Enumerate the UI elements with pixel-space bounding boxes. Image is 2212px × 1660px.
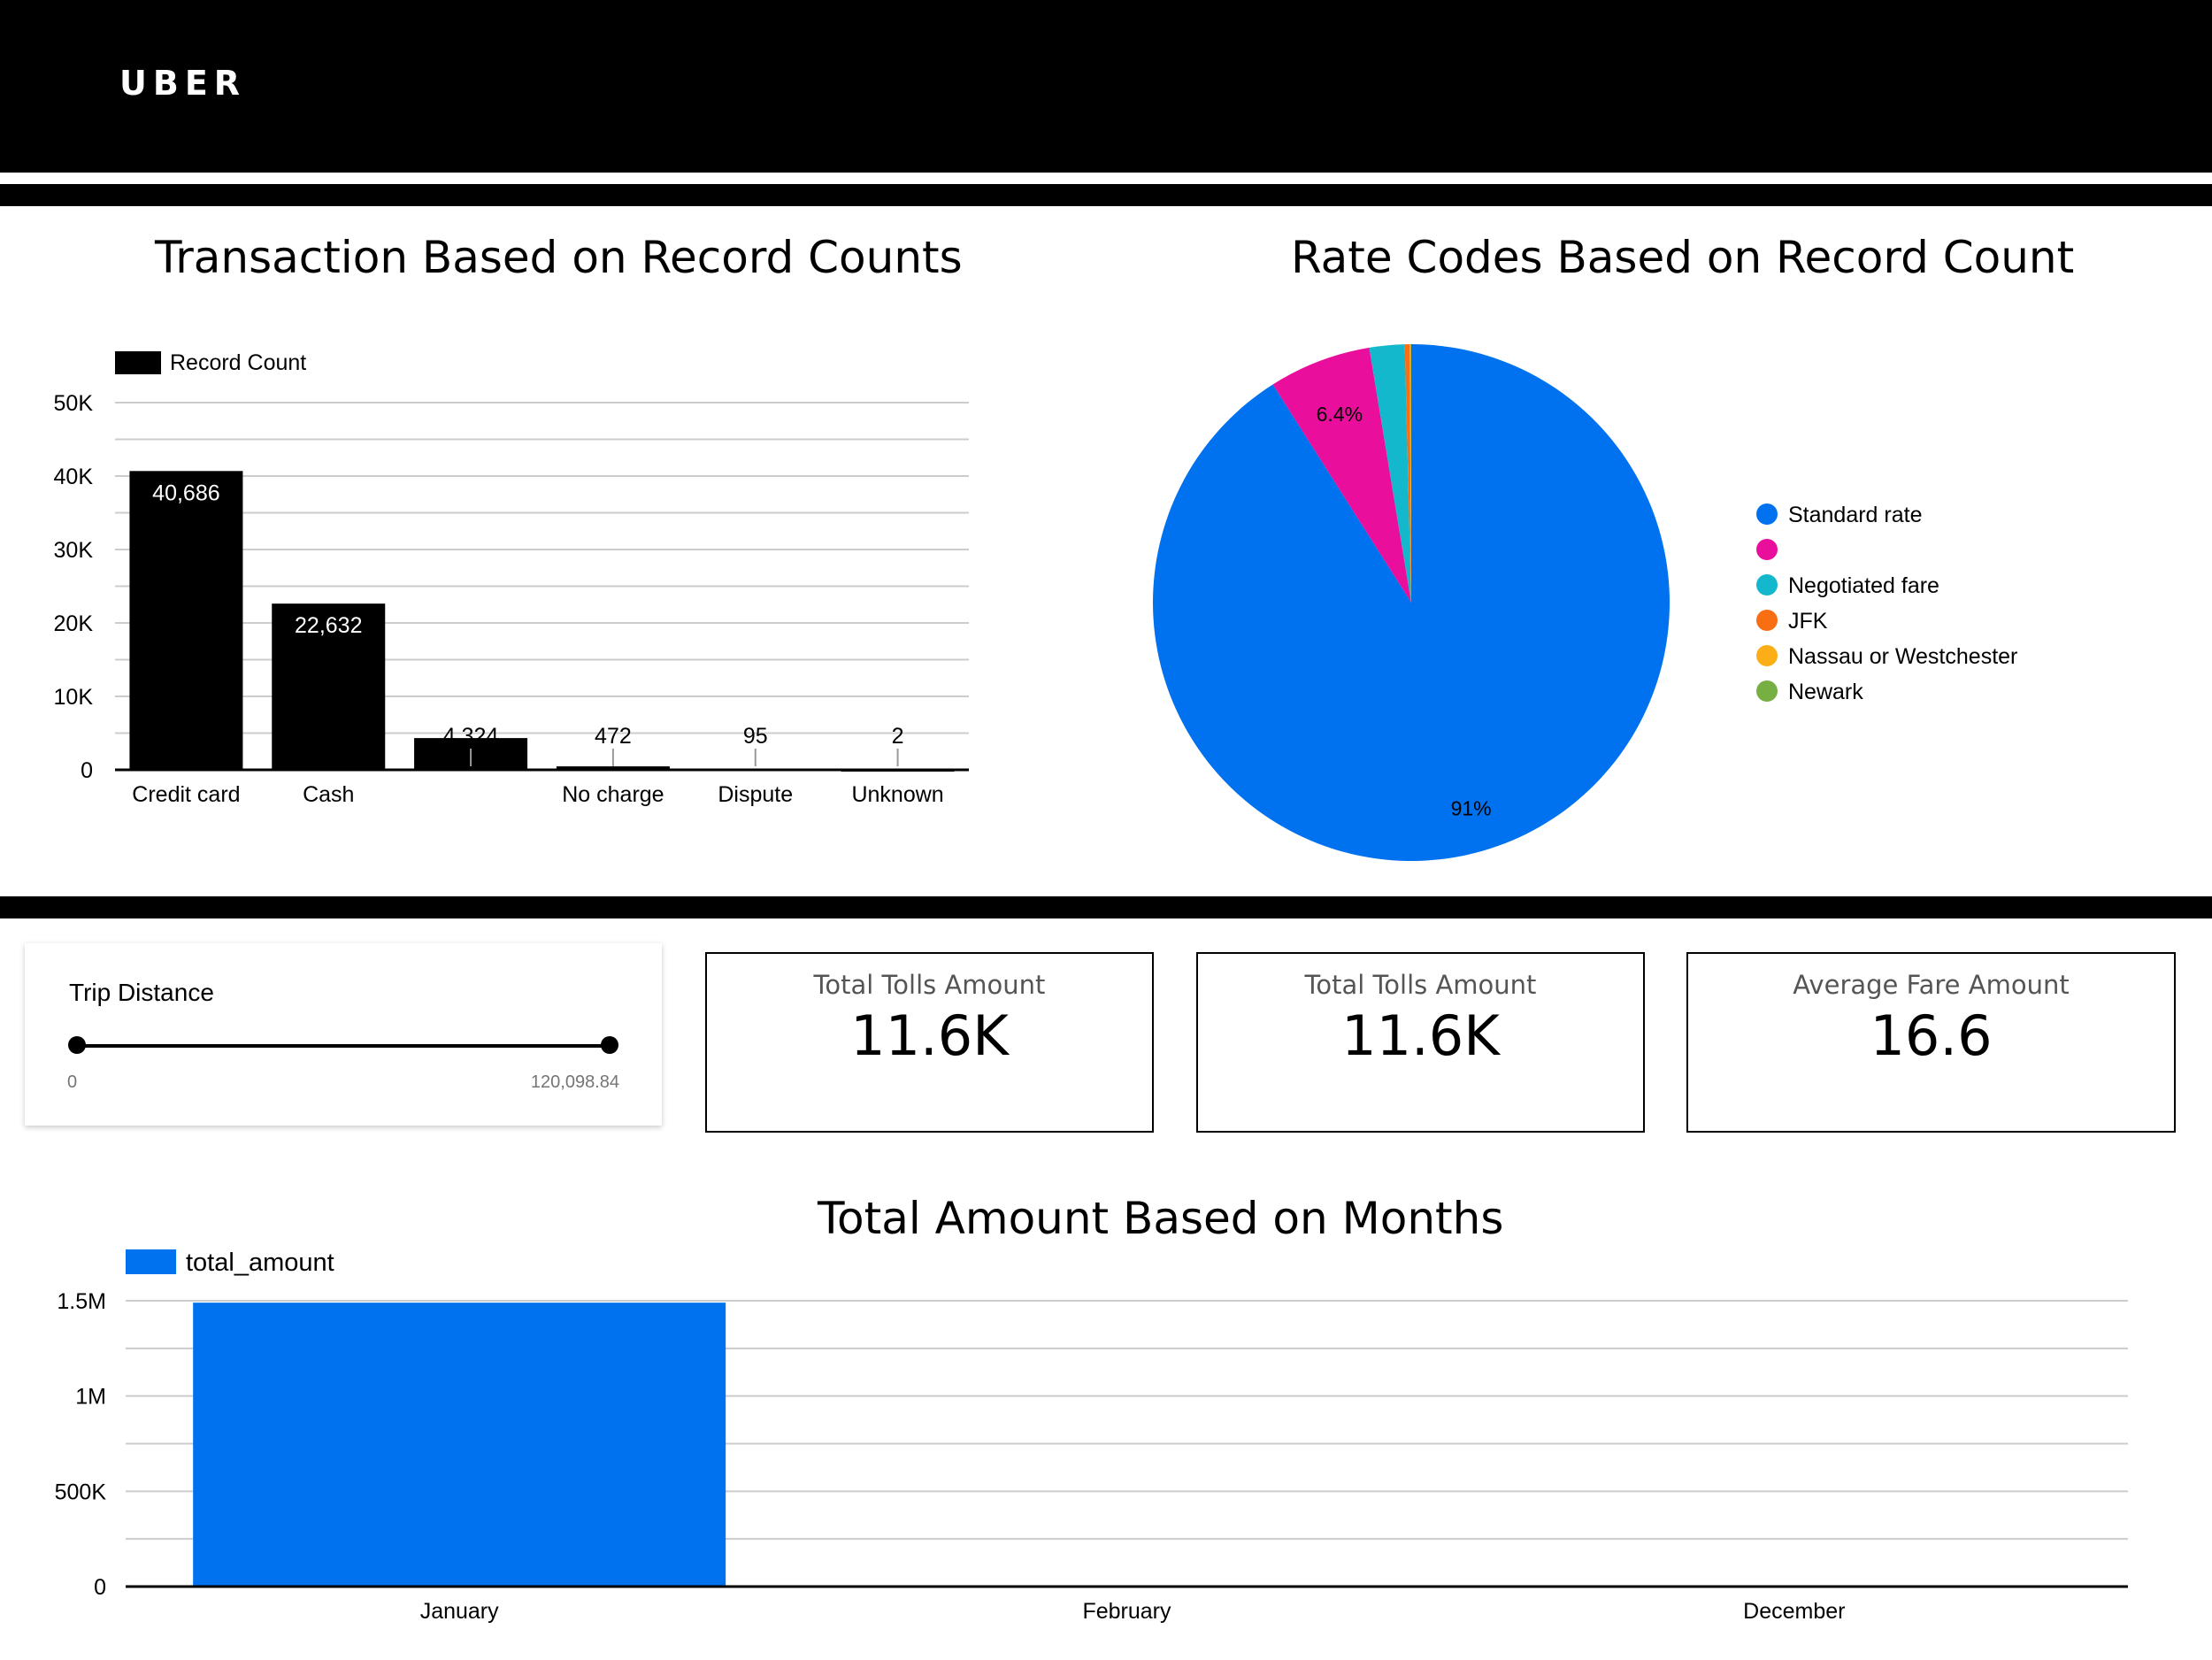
pie-slice bbox=[1404, 344, 1411, 603]
divider-band-middle bbox=[0, 896, 2212, 918]
pie-slice bbox=[1272, 347, 1411, 603]
y-tick-label: 0 bbox=[81, 758, 93, 783]
y-tick-label: 10K bbox=[54, 685, 94, 710]
transaction-chart-title: Transaction Based on Record Counts bbox=[155, 232, 963, 283]
trip-distance-label: Trip Distance bbox=[69, 979, 214, 1006]
y-tick-label: 1.5M bbox=[57, 1289, 106, 1314]
legend-swatch bbox=[126, 1249, 176, 1274]
x-tick-label: Unknown bbox=[851, 782, 943, 807]
legend-label: Standard rate bbox=[1788, 503, 1923, 527]
bar bbox=[556, 766, 670, 770]
x-tick-label: December bbox=[1743, 1599, 1845, 1624]
legend-swatch bbox=[1756, 680, 1778, 702]
pie-slice-label: 6.4% bbox=[1317, 403, 1363, 426]
y-tick-label: 1M bbox=[75, 1385, 106, 1410]
bar bbox=[193, 1303, 726, 1587]
x-tick-label: February bbox=[1082, 1599, 1171, 1624]
y-tick-label: 500K bbox=[55, 1479, 107, 1504]
y-tick-label: 30K bbox=[54, 538, 94, 563]
trip-distance-filter: Trip Distance 0 120,098.84 bbox=[25, 943, 662, 1126]
kpi-card-average-fare: Average Fare Amount 16.6 bbox=[1686, 952, 2176, 1133]
legend-swatch bbox=[1756, 503, 1778, 525]
kpi-label: Total Tolls Amount bbox=[1304, 970, 1537, 1000]
bar-value-label: 95 bbox=[743, 724, 768, 749]
legend-label: Record Count bbox=[170, 350, 306, 375]
bar-value-label: 40,686 bbox=[152, 480, 219, 505]
rate-codes-chart-title: Rate Codes Based on Record Count bbox=[1291, 232, 2075, 283]
kpi-value: 11.6K bbox=[850, 1003, 1009, 1068]
trip-distance-max-value: 120,098.84 bbox=[530, 1072, 619, 1092]
bar-value-label: 22,632 bbox=[295, 613, 362, 638]
legend-swatch bbox=[115, 351, 161, 374]
legend-swatch bbox=[1756, 645, 1778, 666]
y-tick-label: 40K bbox=[54, 465, 94, 489]
y-tick-label: 50K bbox=[54, 391, 94, 416]
legend-swatch bbox=[1756, 539, 1778, 560]
kpi-card-total-tolls-2: Total Tolls Amount 11.6K bbox=[1196, 952, 1645, 1133]
pie-slice-label: 91% bbox=[1451, 797, 1492, 820]
x-tick-label: Credit card bbox=[132, 782, 240, 807]
transaction-bar-chart: 0 10K 20K 30K 40K 50K Record Count 40,686 Credit… bbox=[54, 350, 969, 807]
legend-swatch bbox=[1756, 610, 1778, 631]
bar-value-label: 2 bbox=[892, 724, 904, 749]
legend-label: total_amount bbox=[186, 1249, 334, 1277]
x-tick-label: Dispute bbox=[718, 782, 793, 807]
x-tick-label: No charge bbox=[562, 782, 664, 807]
monthly-amount-bar-chart: 0 500K 1M 1.5M total_amount January February De… bbox=[55, 1249, 2128, 1624]
kpi-value: 11.6K bbox=[1341, 1003, 1500, 1068]
x-tick-label: January bbox=[420, 1599, 499, 1624]
trip-distance-min-handle[interactable] bbox=[68, 1036, 86, 1054]
pie-slice bbox=[1369, 344, 1411, 603]
bar bbox=[129, 471, 243, 770]
rate-codes-pie-chart: 91% 6.4% Standard rate Negotiated fare JFK Na… bbox=[1153, 344, 2017, 862]
top-header-bar: UBER bbox=[0, 0, 2212, 173]
legend-swatch bbox=[1756, 574, 1778, 596]
bar bbox=[272, 603, 386, 770]
legend-label: Nassau or Westchester bbox=[1788, 644, 2017, 669]
bar-value-label: 4,324 bbox=[443, 724, 499, 749]
kpi-label: Average Fare Amount bbox=[1793, 970, 2070, 1000]
y-tick-label: 20K bbox=[54, 611, 94, 636]
legend-label: JFK bbox=[1788, 609, 1828, 634]
y-tick-label: 0 bbox=[94, 1575, 106, 1600]
legend-label: Newark bbox=[1788, 680, 1863, 704]
trip-distance-track[interactable] bbox=[76, 1044, 607, 1048]
bar-value-label: 472 bbox=[595, 724, 632, 749]
x-tick-label: Cash bbox=[303, 782, 354, 807]
uber-logo: UBER bbox=[119, 64, 247, 103]
kpi-label: Total Tolls Amount bbox=[813, 970, 1046, 1000]
monthly-amount-chart-title: Total Amount Based on Months bbox=[818, 1193, 1504, 1244]
trip-distance-max-handle[interactable] bbox=[601, 1036, 618, 1054]
divider-band-top bbox=[0, 184, 2212, 206]
kpi-card-total-tolls-1: Total Tolls Amount 11.6K bbox=[705, 952, 1154, 1133]
trip-distance-min-value: 0 bbox=[67, 1072, 78, 1092]
pie-slice bbox=[1153, 344, 1670, 862]
legend-label: Negotiated fare bbox=[1788, 573, 1939, 598]
kpi-value: 16.6 bbox=[1870, 1003, 1993, 1068]
